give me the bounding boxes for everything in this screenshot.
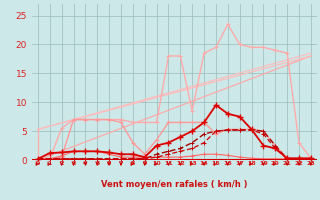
X-axis label: Vent moyen/en rafales ( km/h ): Vent moyen/en rafales ( km/h ) [101,180,248,189]
